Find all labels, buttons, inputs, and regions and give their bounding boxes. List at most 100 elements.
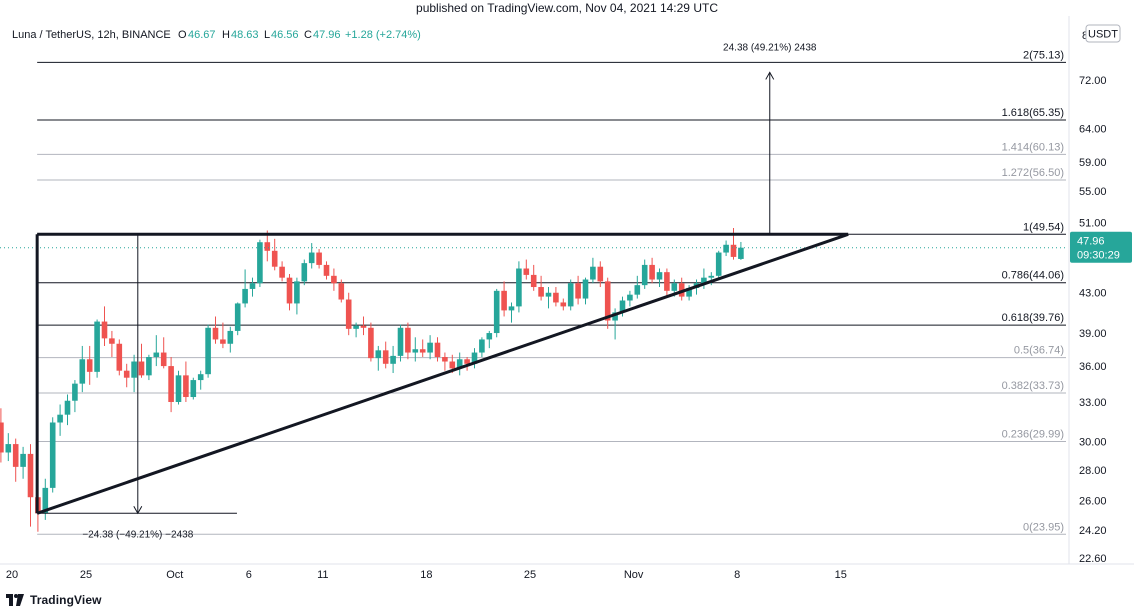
legend-close-label: C	[304, 29, 312, 41]
scale-top-label: 8	[1082, 30, 1088, 42]
x-tick-label: 11	[317, 569, 328, 581]
candle-body	[723, 244, 729, 253]
candle-body	[634, 285, 641, 295]
currency-badge-label: USDT	[1088, 29, 1118, 41]
candle-body	[57, 414, 63, 423]
candle-body	[471, 352, 478, 364]
x-tick-label: Oct	[166, 569, 183, 581]
candle-body	[42, 487, 49, 514]
candle-body	[701, 277, 707, 284]
candle-body	[486, 333, 493, 340]
candle-body	[442, 357, 448, 362]
y-tick-label: 39.00	[1079, 328, 1107, 340]
candle-body	[530, 274, 537, 288]
candle-body	[331, 275, 337, 284]
candle-body	[538, 287, 544, 297]
tradingview-logo-icon	[6, 594, 24, 606]
y-tick-label: 36.00	[1079, 361, 1107, 373]
y-tick-label: 59.00	[1079, 157, 1107, 169]
last-price-marker	[1070, 231, 1132, 263]
candle-body	[368, 327, 374, 359]
candle-body	[197, 374, 204, 381]
x-tick-label: 18	[420, 569, 432, 581]
candle-body	[641, 264, 648, 286]
price-chart[interactable]: 2(75.13) 1.618(65.35) 1.414(60.13) 1.272(56…	[0, 16, 1134, 588]
x-tick-label: Nov	[624, 569, 644, 581]
y-tick-label: 64.00	[1079, 124, 1107, 136]
triangle-support-line	[36, 232, 849, 515]
candle-body	[575, 283, 581, 299]
fib-level-label: 1.414(60.13)	[1002, 141, 1064, 153]
candle-body	[516, 268, 522, 307]
candle-body	[590, 266, 596, 280]
candle-body	[109, 338, 115, 344]
legend-symbol: Luna / TetherUS, 12h, BINANCE	[12, 29, 171, 41]
candle-body	[508, 306, 515, 311]
candle-body	[456, 359, 463, 369]
legend-open-label: O	[178, 29, 187, 41]
legend-low-value: 46.56	[271, 29, 299, 41]
axes-layer: 72.0064.0059.0055.0051.0047.0043.0039.00…	[0, 16, 1134, 581]
candle-body	[12, 444, 19, 467]
candle-body	[316, 252, 322, 265]
candle-body	[656, 272, 663, 280]
candle-body	[175, 375, 182, 402]
y-tick-label: 72.00	[1079, 75, 1107, 87]
legend-low-label: L	[264, 29, 270, 41]
candle-body	[738, 247, 744, 259]
candle-body	[168, 366, 174, 402]
candle-body	[493, 290, 500, 334]
candle-body	[323, 264, 330, 276]
published-header: published on TradingView.com, Nov 04, 20…	[416, 1, 718, 15]
candle-body	[123, 370, 130, 378]
candle-body	[101, 321, 108, 339]
y-tick-label: 30.00	[1079, 436, 1107, 448]
candle-body	[686, 287, 692, 297]
candle-body	[308, 252, 315, 264]
candle-body	[501, 290, 507, 311]
candle-body	[464, 359, 470, 364]
legend-high-value: 48.63	[231, 29, 259, 41]
x-tick-label: 20	[6, 569, 18, 581]
candle-body	[715, 252, 722, 276]
chart-frame[interactable]: 2(75.13) 1.618(65.35) 1.414(60.13) 1.272(56…	[0, 16, 1134, 588]
fib-level-label: 1(49.54)	[1023, 221, 1064, 233]
candle-body	[427, 342, 433, 353]
candle-body	[0, 422, 4, 453]
candle-body	[183, 375, 189, 398]
candle-body	[560, 302, 567, 307]
y-tick-label: 24.20	[1079, 525, 1107, 537]
last-price-countdown: 09:30:29	[1077, 250, 1120, 262]
candle-body	[27, 453, 34, 498]
candle-body	[390, 355, 396, 364]
candle-body	[212, 327, 219, 340]
x-tick-label: 8	[734, 569, 740, 581]
candles-layer	[0, 228, 744, 532]
candle-body	[353, 325, 359, 329]
legend-close-value: 47.96	[313, 29, 341, 41]
currency-badge[interactable]	[1085, 24, 1121, 43]
candle-body	[234, 303, 241, 331]
candle-body	[249, 283, 256, 289]
x-tick-label: 6	[246, 569, 252, 581]
fib-level-label: 1.272(56.50)	[1002, 167, 1064, 179]
y-tick-label: 43.00	[1079, 288, 1107, 300]
candle-body	[279, 266, 285, 278]
candle-body	[419, 349, 426, 353]
candle-body	[49, 422, 56, 488]
last-price-value: 47.96	[1077, 236, 1105, 248]
candle-body	[678, 283, 685, 297]
legend-change: +1.28 (+2.74%)	[345, 29, 421, 41]
x-tick-label: 25	[80, 569, 92, 581]
candle-body	[138, 361, 145, 376]
candle-body	[86, 359, 93, 372]
x-tick-label: 15	[835, 569, 847, 581]
candle-body	[412, 349, 419, 353]
candle-body	[72, 383, 78, 401]
fib-level-label: 1.618(65.35)	[1002, 107, 1064, 119]
fib-level-label: 0.236(29.99)	[1002, 428, 1064, 440]
candle-body	[79, 359, 86, 384]
tradingview-footer[interactable]: TradingView	[6, 591, 102, 609]
y-tick-label: 22.60	[1079, 553, 1107, 565]
candle-body	[582, 279, 589, 299]
